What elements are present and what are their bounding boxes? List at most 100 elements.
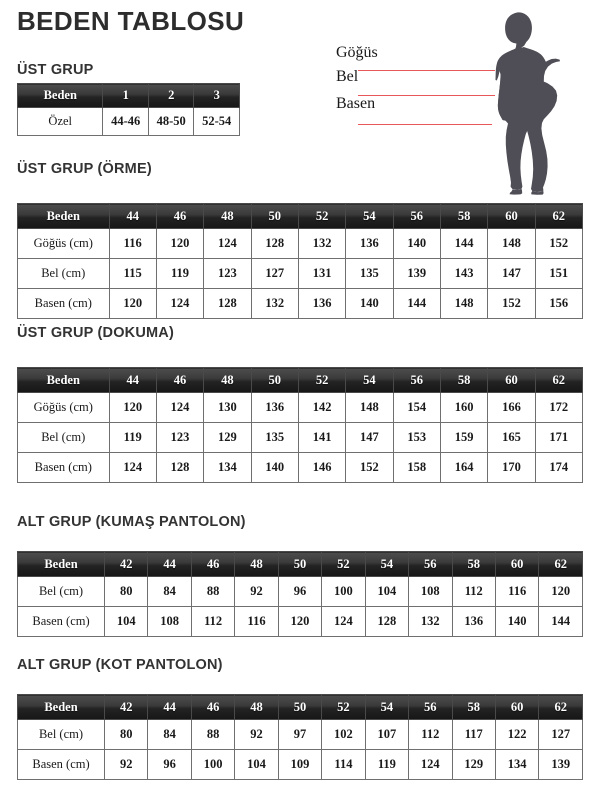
column-header: 58 bbox=[451, 694, 496, 720]
table-cell: 100 bbox=[321, 576, 366, 607]
table-row: Basen (cm) 124 128 134 140 146 152 158 1… bbox=[17, 452, 584, 483]
table-top-group-orme: Beden 44 46 48 50 52 54 56 58 60 62 Göğü… bbox=[17, 203, 584, 319]
column-header: 46 bbox=[155, 367, 205, 393]
column-header: 62 bbox=[534, 203, 584, 229]
table-cell: 120 bbox=[538, 576, 583, 607]
bust-label: Göğüs bbox=[336, 44, 378, 61]
table-cell: 119 bbox=[364, 749, 410, 780]
column-header: 54 bbox=[345, 203, 394, 229]
table-cell: 104 bbox=[364, 576, 410, 607]
column-header: 58 bbox=[439, 367, 489, 393]
table-cell: 124 bbox=[108, 452, 157, 483]
table-cell: 174 bbox=[534, 452, 584, 483]
table-cell: 80 bbox=[104, 719, 149, 750]
table-cell: 107 bbox=[364, 719, 410, 750]
table-cell: 139 bbox=[392, 258, 441, 289]
column-header: 3 bbox=[193, 83, 240, 108]
table-row: Basen (cm) 120 124 128 132 136 140 144 1… bbox=[17, 288, 584, 319]
table-cell: 104 bbox=[234, 749, 279, 780]
column-header: 46 bbox=[155, 203, 205, 229]
row-label: Bel (cm) bbox=[16, 719, 106, 750]
table-cell: 151 bbox=[534, 258, 584, 289]
bust-leader-line bbox=[358, 70, 495, 71]
table-row: Basen (cm) 92 96 100 104 109 114 119 124… bbox=[16, 749, 583, 780]
table-cell: 139 bbox=[538, 749, 583, 780]
table-cell: 120 bbox=[277, 606, 323, 637]
column-header: Beden bbox=[16, 694, 106, 720]
column-header: 62 bbox=[534, 367, 584, 393]
table-cell: 152 bbox=[534, 228, 584, 259]
column-header: 60 bbox=[494, 551, 540, 577]
table-cell: 165 bbox=[487, 422, 536, 453]
table-cell: 134 bbox=[494, 749, 540, 780]
table-cell: 135 bbox=[345, 258, 394, 289]
row-label: Göğüs (cm) bbox=[17, 228, 110, 259]
column-header: 44 bbox=[147, 694, 192, 720]
column-header: 48 bbox=[203, 367, 252, 393]
column-header: 44 bbox=[108, 367, 157, 393]
section-heading-orme: ÜST GRUP (ÖRME) bbox=[17, 161, 152, 177]
table-cell: 129 bbox=[203, 422, 252, 453]
column-header: Beden bbox=[17, 367, 110, 393]
column-header: 50 bbox=[250, 367, 299, 393]
table-cell: 112 bbox=[190, 606, 236, 637]
table-cell: 124 bbox=[155, 288, 205, 319]
column-header: 54 bbox=[345, 367, 394, 393]
table-cell: 148 bbox=[439, 288, 489, 319]
table-row: Bel (cm) 80 84 88 92 97 102 107 112 117 … bbox=[16, 719, 583, 750]
column-header: 60 bbox=[487, 203, 536, 229]
section-heading-top-group: ÜST GRUP bbox=[17, 62, 94, 78]
table-cell: 80 bbox=[104, 576, 149, 607]
table-cell: 154 bbox=[392, 392, 441, 423]
table-cell: 142 bbox=[297, 392, 347, 423]
table-cell: 140 bbox=[250, 452, 299, 483]
row-label: Basen (cm) bbox=[16, 606, 106, 637]
table-row: Bel (cm) 80 84 88 92 96 100 104 108 112 … bbox=[16, 576, 583, 607]
column-header: 56 bbox=[408, 551, 453, 577]
table-cell: 128 bbox=[364, 606, 410, 637]
table-cell: 112 bbox=[408, 719, 453, 750]
table-cell: 144 bbox=[392, 288, 441, 319]
section-heading-dokuma: ÜST GRUP (DOKUMA) bbox=[17, 325, 174, 341]
page-title: BEDEN TABLOSU bbox=[17, 6, 245, 36]
table-cell: 124 bbox=[408, 749, 453, 780]
column-header: Beden bbox=[16, 83, 104, 108]
row-label: Basen (cm) bbox=[17, 288, 110, 319]
row-label: Özel bbox=[16, 107, 104, 136]
table-cell: 171 bbox=[534, 422, 584, 453]
row-label: Basen (cm) bbox=[16, 749, 106, 780]
table-cell: 140 bbox=[345, 288, 394, 319]
column-header: 46 bbox=[190, 694, 236, 720]
table-cell: 172 bbox=[534, 392, 584, 423]
table-cell: 128 bbox=[250, 228, 299, 259]
table-cell: 164 bbox=[439, 452, 489, 483]
table-cell: 119 bbox=[155, 258, 205, 289]
column-header: 42 bbox=[104, 551, 149, 577]
table-header-row: Beden 42 44 46 48 50 52 54 56 58 60 62 bbox=[16, 694, 583, 720]
table-cell: 136 bbox=[250, 392, 299, 423]
table-cell: 92 bbox=[104, 749, 149, 780]
table-row: Göğüs (cm) 120 124 130 136 142 148 154 1… bbox=[17, 392, 584, 423]
table-cell: 52-54 bbox=[193, 107, 240, 136]
column-header: 54 bbox=[364, 551, 410, 577]
table-cell: 147 bbox=[487, 258, 536, 289]
column-header: 56 bbox=[392, 203, 441, 229]
table-cell: 123 bbox=[203, 258, 252, 289]
hip-label: Basen bbox=[336, 95, 376, 112]
table-cell: 140 bbox=[494, 606, 540, 637]
table-cell: 148 bbox=[345, 392, 394, 423]
table-cell: 144 bbox=[538, 606, 583, 637]
column-header: 58 bbox=[451, 551, 496, 577]
table-cell: 108 bbox=[408, 576, 453, 607]
column-header: 46 bbox=[190, 551, 236, 577]
column-header: 50 bbox=[277, 694, 323, 720]
table-row: Göğüs (cm) 116 120 124 128 132 136 140 1… bbox=[17, 228, 584, 259]
table-cell: 120 bbox=[108, 288, 157, 319]
column-header: 62 bbox=[538, 694, 583, 720]
column-header: 54 bbox=[364, 694, 410, 720]
column-header: 48 bbox=[234, 694, 279, 720]
column-header: 52 bbox=[321, 694, 366, 720]
female-silhouette-icon bbox=[495, 12, 560, 195]
waist-label: Bel bbox=[336, 68, 359, 85]
column-header: 60 bbox=[487, 367, 536, 393]
